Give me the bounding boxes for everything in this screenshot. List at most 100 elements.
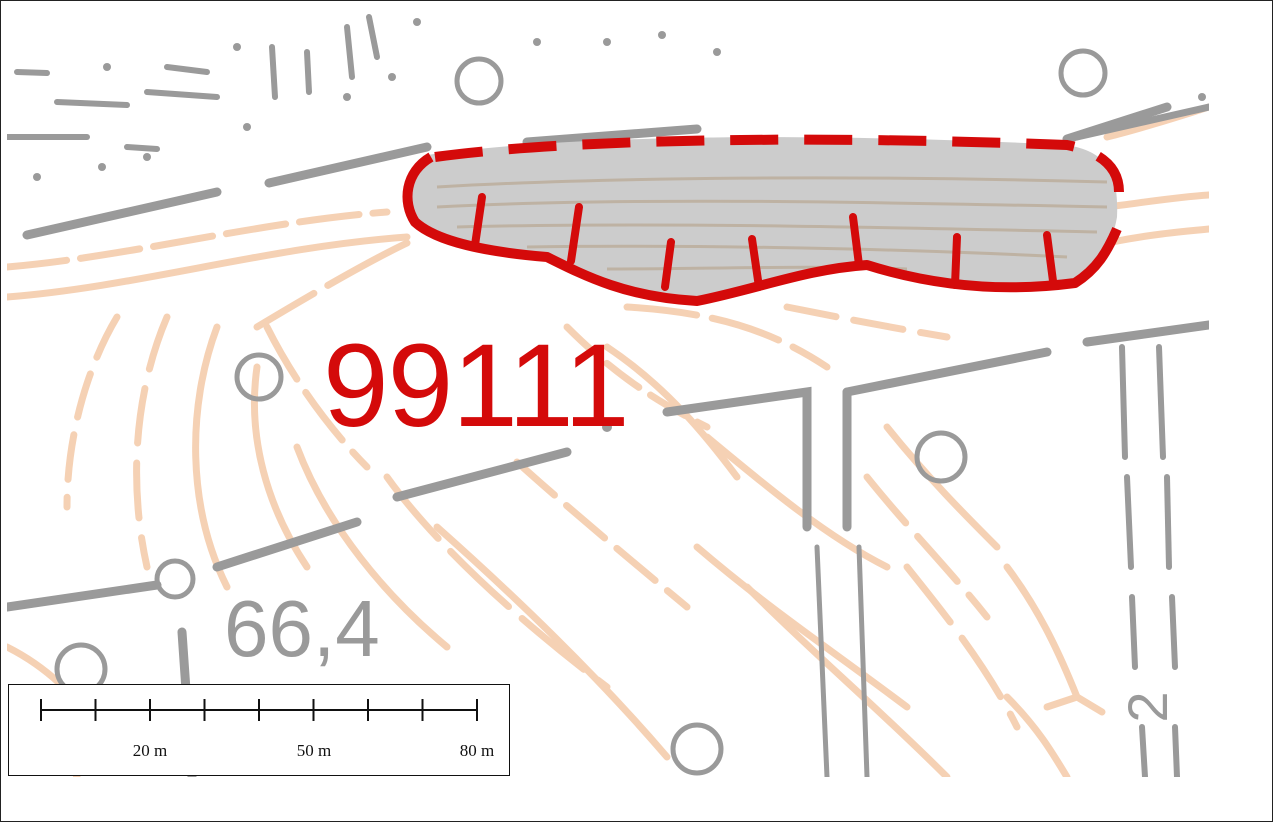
- contour-line: [1003, 563, 1081, 701]
- contour-line: [293, 443, 451, 651]
- contour-line: [63, 313, 121, 511]
- map-viewport[interactable]: 2 99111 66,4: [7, 7, 1209, 777]
- dot: [343, 93, 351, 101]
- dot: [533, 38, 541, 46]
- point-circle: [670, 722, 724, 776]
- site-boundary-top: [434, 134, 1124, 193]
- path-segment: [304, 49, 312, 95]
- path-segment: [144, 89, 220, 100]
- slope-hachures: [471, 193, 1057, 291]
- contour-line: [1103, 191, 1209, 211]
- contour-line: [1043, 693, 1106, 716]
- hachure: [567, 203, 583, 265]
- path-segment: [662, 386, 812, 532]
- dot: [103, 63, 111, 71]
- contour-line: [743, 583, 951, 777]
- path-segment: [164, 64, 210, 75]
- path-segment: [269, 44, 278, 100]
- point-circle: [1058, 48, 1108, 98]
- path-segment: [54, 99, 130, 108]
- site-polygon[interactable]: [402, 134, 1124, 306]
- path-segment: [1082, 320, 1209, 347]
- path-segment: [1139, 724, 1148, 777]
- path-segment: [344, 24, 355, 80]
- texture-line: [436, 199, 1108, 209]
- dot: [233, 43, 241, 51]
- scale-ticks: [40, 699, 478, 721]
- dot: [98, 163, 106, 171]
- contour-line: [693, 543, 911, 711]
- contour-line: [703, 433, 891, 571]
- dot: [33, 173, 41, 181]
- hachure: [951, 233, 961, 289]
- texture-line: [526, 244, 1068, 259]
- dot: [713, 48, 721, 56]
- path-segment: [14, 69, 50, 76]
- contour-line: [263, 323, 371, 471]
- contour-line: [883, 423, 1001, 551]
- path-segment: [264, 142, 432, 188]
- contour-line: [433, 523, 671, 761]
- path-segment: [856, 544, 870, 777]
- hachure: [1043, 231, 1057, 285]
- scale-label-20m: 20 m: [132, 741, 168, 760]
- dot: [658, 31, 666, 39]
- path-segment: [814, 544, 830, 777]
- scale-bar-graphic: [40, 699, 478, 721]
- hachure: [471, 193, 486, 249]
- dot: [1198, 93, 1206, 101]
- spot-height-label: 66,4: [224, 584, 380, 673]
- point-circle: [234, 352, 284, 402]
- contour-lines: [7, 103, 1209, 777]
- dot: [603, 38, 611, 46]
- path-segment: [1169, 594, 1178, 670]
- contour-line: [7, 208, 391, 271]
- path-segment: [1172, 724, 1180, 777]
- map-canvas: 2: [7, 14, 1209, 777]
- contour-line: [513, 458, 691, 611]
- contour-line: [563, 323, 711, 431]
- path-segment: [842, 347, 1052, 397]
- path-segment: [1164, 474, 1172, 570]
- path-segment: [1129, 594, 1138, 670]
- hachure: [748, 235, 763, 291]
- contour-line: [623, 303, 831, 371]
- path-segment: [22, 187, 222, 240]
- path-segment: [522, 124, 702, 147]
- path-segment: [366, 14, 380, 60]
- contour-line: [192, 323, 231, 591]
- path-segment: [392, 447, 572, 502]
- path-segment: [1124, 474, 1134, 570]
- site-number-label: 99111: [323, 320, 630, 452]
- path-segment: [212, 517, 362, 572]
- dot: [388, 73, 396, 81]
- texture-line: [436, 176, 1108, 189]
- scale-label-80m: 80 m: [459, 741, 495, 760]
- contour-line: [1108, 225, 1209, 246]
- path-segment: [1073, 103, 1209, 141]
- path-segment: [1119, 344, 1128, 460]
- path-segment: [124, 144, 160, 152]
- hachure: [661, 238, 675, 291]
- site-area: [406, 137, 1118, 301]
- hachure: [849, 213, 863, 269]
- contour-line: [783, 303, 951, 341]
- contour-line: [863, 473, 991, 621]
- site-texture: [436, 176, 1108, 271]
- point-circle: [154, 558, 196, 600]
- contour-line: [1003, 693, 1071, 777]
- texture-line: [456, 223, 1098, 234]
- contour-line: [133, 313, 171, 571]
- path-segment: [7, 580, 162, 612]
- path-segment: [1156, 344, 1166, 460]
- dot: [143, 153, 151, 161]
- point-circle: [914, 430, 968, 484]
- grey-dots: [33, 18, 1206, 432]
- site-boundary-slope: [402, 152, 1122, 306]
- dot: [602, 422, 612, 432]
- contour-line: [7, 233, 411, 301]
- point-circle: [454, 56, 504, 106]
- scale-label-50m: 50 m: [296, 741, 332, 760]
- dot: [243, 123, 251, 131]
